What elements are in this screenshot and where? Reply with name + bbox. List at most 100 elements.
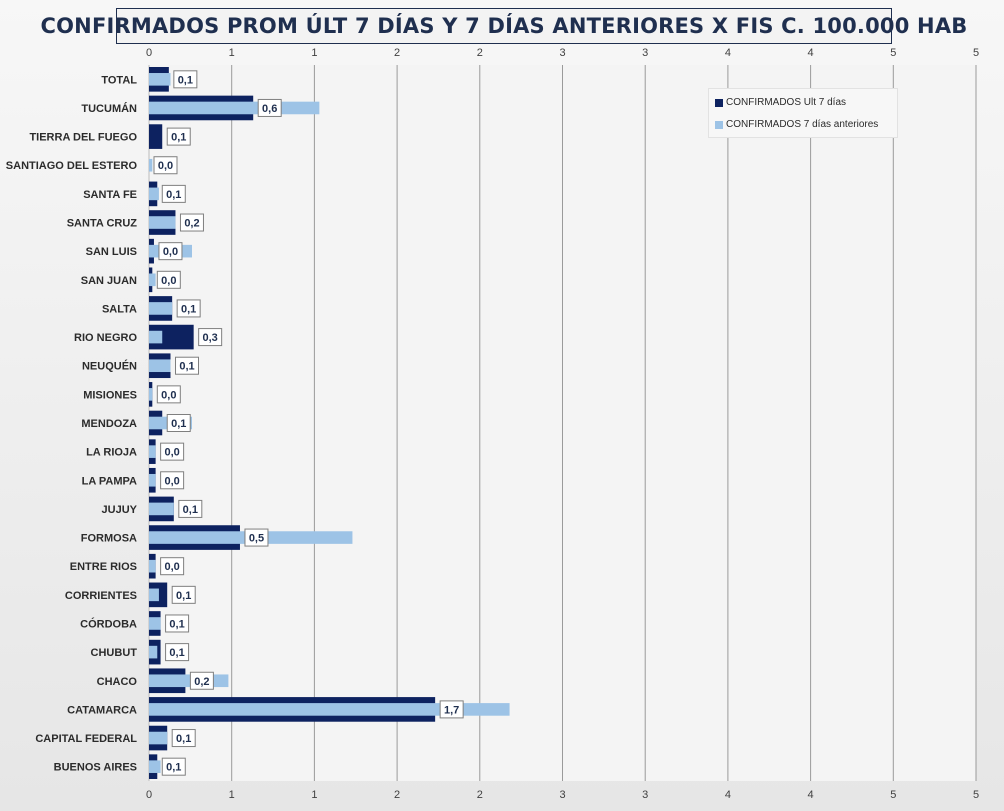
legend: CONFIRMADOS Ult 7 días CONFIRMADOS 7 día… (708, 88, 898, 138)
data-label: 0,1 (178, 74, 193, 86)
category-label: LA RIOJA (86, 447, 137, 459)
data-label-box (198, 328, 223, 347)
category-label: SAN JUAN (81, 275, 137, 287)
data-label-box (156, 270, 181, 289)
category-label: BUENOS AIRES (54, 762, 137, 774)
data-label: 0,1 (171, 132, 186, 144)
data-label-box (244, 528, 269, 547)
legend-swatch-7-dias-anteriores (715, 120, 723, 129)
legend-label-7-dias-anteriores: CONFIRMADOS 7 días anteriores (726, 119, 879, 130)
data-label-box (173, 70, 198, 89)
data-label-box (166, 414, 191, 432)
data-label: 0,0 (163, 246, 178, 258)
category-label: SAN LUIS (86, 246, 137, 258)
data-label-box (179, 213, 204, 232)
category-label: FORMOSA (81, 533, 137, 545)
data-label-box (160, 557, 185, 576)
data-label: 0,0 (164, 475, 179, 487)
category-label: CHACO (97, 676, 138, 688)
data-label: 0,2 (194, 676, 209, 688)
bar-7-dias-anteriores (149, 302, 173, 315)
x-tick-label-top: 3 (642, 47, 648, 59)
x-tick-label-top: 4 (808, 47, 814, 59)
data-label: 0,0 (161, 275, 176, 287)
x-tick-label-bottom: 4 (808, 789, 814, 801)
category-label: SANTA FE (83, 189, 137, 201)
data-label: 0,3 (203, 332, 218, 344)
bar-7-dias-anteriores (149, 502, 174, 516)
bar-7-dias-anteriores (149, 216, 176, 229)
chart-title: CONFIRMADOS PROM ÚLT 7 DÍAS Y 7 DÍAS ANT… (40, 14, 968, 38)
data-label: 0,1 (166, 762, 181, 774)
bar-7-dias-anteriores (149, 273, 156, 287)
bar-7-dias-anteriores (149, 187, 159, 201)
data-label-box (171, 729, 196, 748)
x-tick-label-bottom: 2 (477, 789, 483, 801)
data-label: 0,6 (262, 103, 277, 115)
bar-7-dias-anteriores (149, 359, 171, 373)
data-label: 0,1 (169, 618, 184, 630)
data-label-box (161, 757, 186, 776)
category-label: SALTA (102, 303, 137, 315)
category-label: MISIONES (83, 389, 137, 401)
x-tick-label-top: 2 (394, 47, 400, 59)
data-label: 0,1 (176, 733, 191, 745)
chart-title-box: CONFIRMADOS PROM ÚLT 7 DÍAS Y 7 DÍAS ANT… (41, 8, 967, 44)
category-label: CATAMARCA (67, 704, 137, 716)
bar-7-dias-anteriores (149, 731, 168, 745)
data-label: 0,0 (161, 389, 176, 401)
data-label: 0,1 (169, 647, 184, 659)
bar-7-dias-anteriores (149, 473, 156, 487)
bar-7-dias-anteriores (149, 559, 156, 573)
x-tick-label-bottom: 3 (559, 789, 565, 801)
data-label: 0,0 (158, 160, 173, 172)
x-tick-label-bottom: 0 (146, 789, 152, 801)
bar-7-dias-anteriores (149, 703, 510, 716)
data-label-box (439, 700, 464, 719)
x-tick-label-bottom: 1 (311, 789, 317, 801)
legend-item-ult-7-dias: CONFIRMADOS Ult 7 días (715, 97, 846, 108)
data-label-box (161, 184, 186, 203)
category-label: MENDOZA (81, 418, 137, 430)
category-label: LA PAMPA (82, 475, 137, 487)
bar-7-dias-anteriores (149, 388, 153, 401)
data-label: 0,1 (183, 504, 198, 516)
x-tick-label-top: 5 (890, 47, 896, 59)
bar-ult-7-dias (149, 124, 163, 149)
category-label: CHUBUT (91, 647, 138, 659)
data-label-box (189, 671, 214, 690)
category-label: SANTA CRUZ (67, 218, 138, 230)
bar-7-dias-anteriores (149, 674, 229, 688)
data-label: 0,2 (184, 218, 199, 230)
data-label: 0,1 (171, 418, 186, 430)
data-label-box (178, 499, 203, 518)
x-tick-label-top: 5 (973, 47, 979, 59)
category-label: JUJUY (102, 504, 138, 516)
data-label-box (160, 471, 185, 490)
x-tick-label-top: 1 (229, 47, 235, 59)
data-label-box (175, 356, 200, 375)
category-label: TIERRA DEL FUEGO (29, 132, 137, 144)
legend-item-7-dias-anteriores: CONFIRMADOS 7 días anteriores (715, 119, 878, 130)
data-label-box (257, 98, 282, 117)
bar-7-dias-anteriores (149, 645, 158, 659)
bar-7-dias-anteriores (149, 760, 161, 773)
category-label: TOTAL (101, 74, 137, 86)
data-label: 0,0 (164, 561, 179, 573)
x-tick-label-top: 1 (311, 47, 317, 59)
data-label-box (166, 127, 191, 146)
data-label: 0,1 (179, 361, 194, 373)
category-label: TUCUMÁN (81, 102, 137, 115)
data-label-box (158, 242, 183, 261)
x-tick-label-bottom: 5 (890, 789, 896, 801)
category-label: RIO NEGRO (74, 332, 137, 344)
x-tick-label-top: 2 (477, 47, 483, 59)
data-label: 0,0 (164, 447, 179, 459)
x-tick-label-bottom: 5 (973, 789, 979, 801)
bar-7-dias-anteriores (149, 101, 320, 115)
bar-7-dias-anteriores (149, 330, 163, 344)
bar-7-dias-anteriores (149, 588, 159, 602)
category-label: SANTIAGO DEL ESTERO (6, 160, 138, 172)
